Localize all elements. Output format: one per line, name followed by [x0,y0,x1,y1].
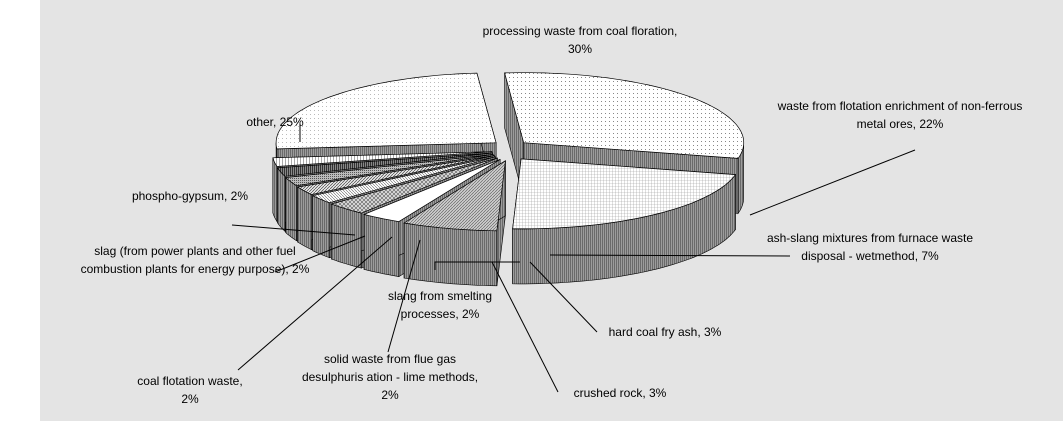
data-label: waste from flotation enrichment of non-f… [777,99,1023,131]
slice [504,72,745,159]
slice [272,151,493,167]
slice [275,72,497,150]
leader-line [549,254,791,257]
slice [296,155,495,195]
slice [311,156,496,204]
data-label: slag (from power plants and other fuel c… [80,244,310,276]
leader-line [387,239,421,353]
leader-line [491,261,559,393]
slice [330,157,498,214]
slice-wall [297,186,312,251]
slice-wall [312,195,330,259]
data-label: other, 25% [246,115,304,129]
slice [276,152,493,177]
leader-line [529,261,598,333]
data-label: hard coal fry ash, 3% [608,325,722,339]
data-label: phospho-gypsum, 2% [131,189,249,203]
slice [284,154,494,187]
slice [362,159,501,222]
slice-wall [285,176,297,242]
slice [512,158,737,230]
data-label: ash-slang mixtures from furnace waste di… [766,231,974,263]
data-label: solid waste from flue gas desulphuris at… [301,352,479,402]
leader-line [749,149,916,216]
data-label: coal flotation waste, 2% [137,374,243,406]
data-label: crushed rock, 3% [573,386,667,400]
leader-line [434,261,520,270]
leader-line [274,235,366,273]
data-label: processing waste from coal floration, 30… [482,24,678,56]
leader-line [231,224,356,236]
data-label: slang from smelting processes, 2% [387,289,493,321]
slice-wall [403,222,498,287]
slice-wall [331,203,362,269]
slice [403,160,506,232]
leader-line [237,236,393,371]
